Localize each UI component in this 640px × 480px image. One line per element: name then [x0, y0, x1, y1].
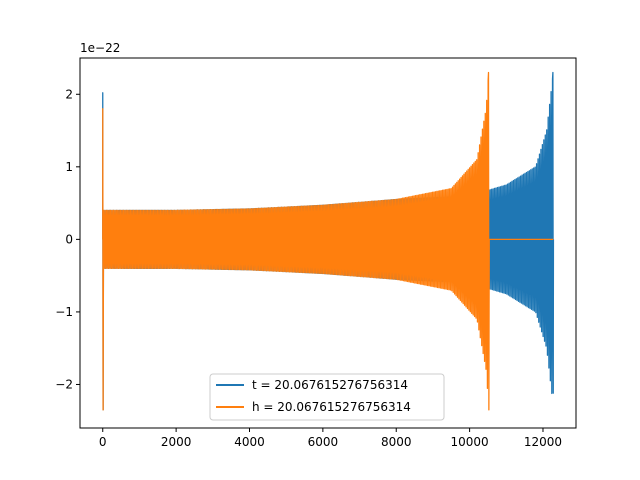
series-line-h — [102, 71, 554, 411]
x-axis: 0 2000 4000 6000 8000 10000 12000 — [99, 428, 562, 449]
y-tick-label: −1 — [55, 305, 73, 319]
x-tick-label: 0 — [99, 435, 107, 449]
y-tick-label: 1 — [65, 160, 73, 174]
y-tick-label: −2 — [55, 377, 73, 391]
y-axis: −2 −1 0 1 2 — [55, 87, 80, 391]
x-tick-label: 2000 — [161, 435, 192, 449]
legend-label-t: t = 20.067615276756314 — [252, 378, 408, 392]
x-tick-label: 6000 — [308, 435, 339, 449]
x-tick-label: 8000 — [381, 435, 412, 449]
x-tick-label: 10000 — [451, 435, 489, 449]
y-tick-label: 2 — [65, 87, 73, 101]
y-tick-label: 0 — [65, 232, 73, 246]
y-offset-text: 1e−22 — [80, 41, 120, 55]
series-layer — [102, 71, 555, 411]
legend-label-h: h = 20.067615276756314 — [252, 400, 411, 414]
x-tick-label: 12000 — [524, 435, 562, 449]
plot-frame — [79, 57, 577, 429]
x-tick-label: 4000 — [234, 435, 265, 449]
legend-box — [209, 373, 445, 421]
legend: t = 20.067615276756314 h = 20.0676152767… — [209, 373, 445, 421]
